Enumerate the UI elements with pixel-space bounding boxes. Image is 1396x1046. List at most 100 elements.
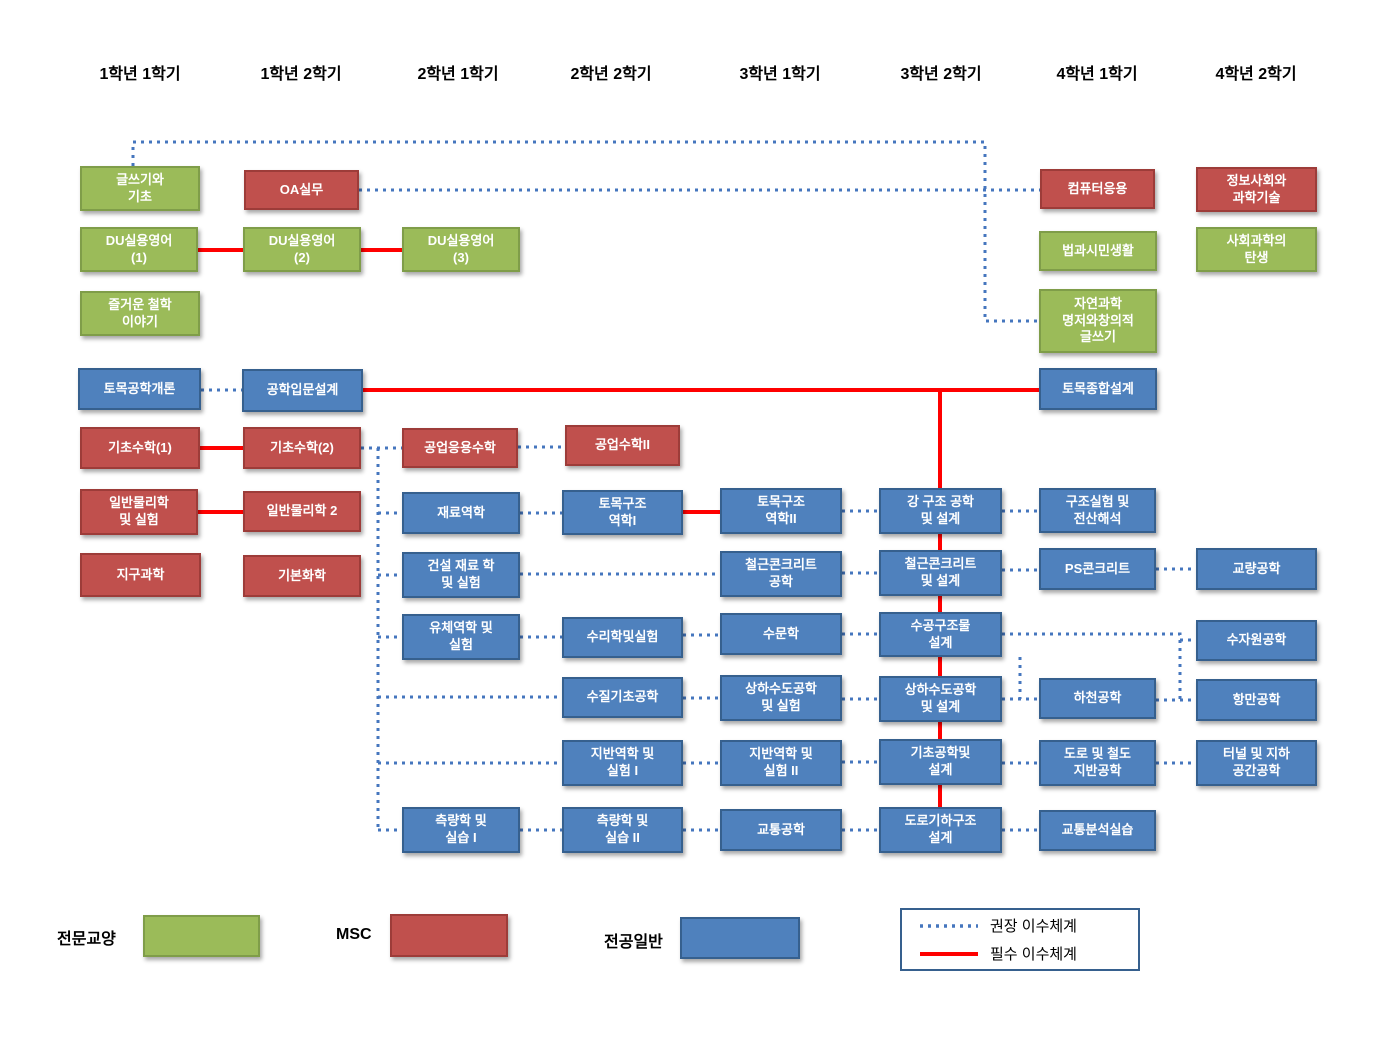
course-box: 교통공학 xyxy=(720,809,842,851)
course-box: 상하수도공학 및 실험 xyxy=(720,675,842,721)
legend-label-major: 전공일반 xyxy=(604,934,663,951)
course-box: DU실용영어 (2) xyxy=(243,227,361,272)
course-box: 하천공학 xyxy=(1039,678,1156,719)
course-box: 유체역학 및 실험 xyxy=(402,614,520,660)
course-label: 터널 및 지하 공간공학 xyxy=(1222,746,1291,778)
course-box: 토목구조 역학II xyxy=(720,488,842,534)
course-box: 사회과학의 탄생 xyxy=(1196,227,1317,272)
legend-swatch-major xyxy=(680,917,800,959)
semester-header: 4학년 1학기 xyxy=(1056,66,1138,83)
course-label: 도로 및 철도 지반공학 xyxy=(1063,746,1132,778)
course-label: 교량공학 xyxy=(1232,560,1281,576)
course-label: 지반역학 및 실험 I xyxy=(590,746,655,778)
course-box: 토목종합설계 xyxy=(1039,368,1157,410)
course-label: 수자원공학 xyxy=(1226,632,1287,648)
course-label: 구조실험 및 전산해석 xyxy=(1065,493,1130,526)
course-label: DU실용영어 (1) xyxy=(105,232,173,265)
course-label: 교통공학 xyxy=(757,821,805,837)
semester-header: 2학년 1학기 xyxy=(417,66,499,83)
course-label: 도로기하구조 설계 xyxy=(904,813,977,845)
course-box: 글쓰기와 기초 xyxy=(80,166,200,211)
course-box: 공업응용수학 xyxy=(402,428,518,468)
course-label: 철근콘크리트 및 설계 xyxy=(904,556,977,588)
course-label: 교통분석실습 xyxy=(1061,822,1134,838)
course-box: 일반물리학 2 xyxy=(243,491,361,532)
semester-header: 1학년 1학기 xyxy=(99,66,181,83)
course-label: 상하수도공학 및 설계 xyxy=(904,682,977,714)
course-label: 수리학및실험 xyxy=(586,629,659,645)
course-box: 수문학 xyxy=(720,613,842,655)
required-line-label: 필수 이수체계 xyxy=(990,946,1077,963)
course-label: 수공구조물 설계 xyxy=(910,617,971,650)
course-box: 공업수학II xyxy=(565,425,680,466)
course-label: 공업수학II xyxy=(594,437,651,453)
course-box: 기본화학 xyxy=(243,555,361,597)
legend-swatch-general-education xyxy=(143,915,260,957)
course-box: 교통분석실습 xyxy=(1039,810,1156,851)
course-label: 측량학 및 실습 II xyxy=(596,813,649,845)
legend-label-general-education: 전문교양 xyxy=(57,931,116,948)
course-box: 지구과학 xyxy=(80,553,201,597)
recommended-connection-line xyxy=(1002,632,1196,642)
course-label: 기초수학(2) xyxy=(270,439,334,455)
course-label: 건설 재료 학 및 실험 xyxy=(427,558,495,590)
course-box: 철근콘크리트 및 설계 xyxy=(879,550,1002,596)
semester-header: 3학년 1학기 xyxy=(739,66,821,83)
course-label: 토목구조 역학II xyxy=(757,494,805,526)
course-box: 공학입문설계 xyxy=(242,369,363,412)
course-label: 기본화학 xyxy=(278,567,326,583)
course-box: 지반역학 및 실험 I xyxy=(562,740,683,786)
course-box: 기초수학(2) xyxy=(243,427,361,469)
course-box: 교량공학 xyxy=(1196,548,1317,590)
course-label: OA실무 xyxy=(279,181,324,197)
semester-header: 4학년 2학기 xyxy=(1215,66,1297,83)
course-box: 수질기초공학 xyxy=(562,677,683,718)
line-type-legend: 권장 이수체계 필수 이수체계 xyxy=(900,908,1140,971)
course-box: 수공구조물 설계 xyxy=(879,612,1002,657)
course-box: 자연과학 명저와창의적 글쓰기 xyxy=(1039,289,1157,353)
course-box: OA실무 xyxy=(244,170,359,210)
recommended-connection-line xyxy=(131,140,1039,323)
legend-label-msc: MSC xyxy=(336,926,372,943)
course-label: 정보사회와 과학기술 xyxy=(1226,172,1287,205)
course-label: 일반물리학 2 xyxy=(266,503,338,519)
course-box: 구조실험 및 전산해석 xyxy=(1039,488,1156,533)
course-label: 지구과학 xyxy=(116,566,165,582)
course-label: 토목공학개론 xyxy=(103,380,176,396)
course-label: 강 구조 공학 및 설계 xyxy=(906,494,975,526)
course-label: 토목구조 역학I xyxy=(598,495,647,528)
recommended-line-legend-row: 권장 이수체계 xyxy=(918,915,1122,936)
course-label: 수질기초공학 xyxy=(586,689,659,705)
semester-header: 2학년 2학기 xyxy=(570,66,652,83)
course-label: 일반물리학 및 실험 xyxy=(109,495,169,527)
course-box: 지반역학 및 실험 II xyxy=(720,740,842,786)
course-box: 도로 및 철도 지반공학 xyxy=(1039,740,1156,786)
course-box: PS콘크리트 xyxy=(1039,548,1156,590)
course-box: 상하수도공학 및 설계 xyxy=(879,676,1002,722)
course-label: 컴퓨터응용 xyxy=(1067,180,1128,196)
course-label: 철근콘크리트 공학 xyxy=(745,557,817,589)
course-label: 기초공학및 설계 xyxy=(910,745,971,777)
course-label: 수문학 xyxy=(763,625,799,641)
course-box: 철근콘크리트 공학 xyxy=(720,551,842,597)
recommended-line-label: 권장 이수체계 xyxy=(990,918,1077,935)
course-box: DU실용영어 (3) xyxy=(402,227,520,272)
course-box: 기초공학및 설계 xyxy=(879,739,1002,785)
course-label: DU실용영어 (3) xyxy=(427,232,495,265)
course-box: DU실용영어 (1) xyxy=(80,227,198,272)
required-line-sample xyxy=(920,951,978,956)
recommended-line-sample xyxy=(920,923,978,928)
course-box: 재료역학 xyxy=(402,492,520,534)
course-label: 공학입문설계 xyxy=(266,382,339,398)
course-label: 지반역학 및 실험 II xyxy=(749,746,813,778)
course-box: 건설 재료 학 및 실험 xyxy=(402,552,520,598)
legend-swatch-msc xyxy=(390,914,508,957)
recommended-connection-line xyxy=(1018,657,1039,701)
course-box: 법과시민생활 xyxy=(1039,231,1157,271)
course-box: 토목공학개론 xyxy=(78,368,201,410)
course-label: 토목종합설계 xyxy=(1062,380,1134,396)
course-label: 공업응용수학 xyxy=(424,439,496,455)
course-label: 상하수도공학 및 실험 xyxy=(745,681,817,713)
